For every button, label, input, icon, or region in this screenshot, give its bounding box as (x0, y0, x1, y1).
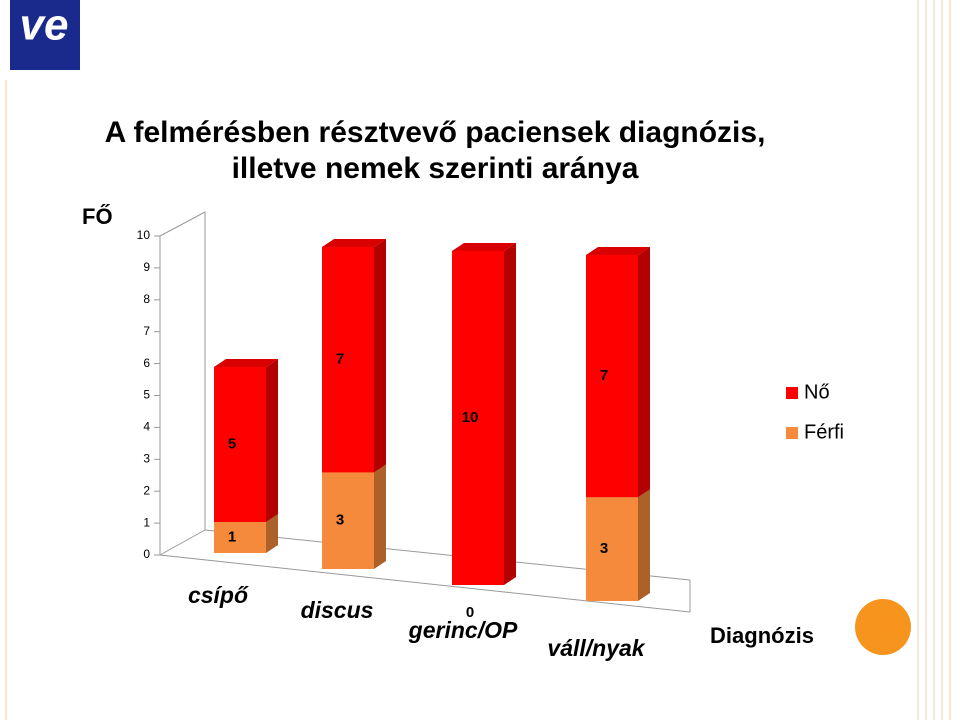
logo-text: ve (20, 1, 69, 50)
bar-segment (214, 367, 266, 522)
y-tick-label: 3 (143, 451, 150, 465)
x-tick-label: váll/nyak (547, 635, 645, 661)
value-label: 7 (600, 367, 608, 384)
deco-circle (855, 599, 911, 655)
bar-segment (322, 472, 374, 569)
bar-side (266, 359, 278, 522)
bar-top (452, 243, 516, 251)
bar-side (504, 243, 516, 585)
side-stripes (5, 0, 951, 720)
bar-segment (322, 247, 374, 473)
y-tick-label: 6 (143, 356, 150, 370)
y-tick-label: 2 (143, 483, 150, 497)
value-label: 3 (600, 540, 608, 557)
y-tick-label: 7 (143, 324, 150, 338)
x-tick-label: gerinc/OP (408, 617, 518, 643)
y-tick-label: 9 (143, 260, 150, 274)
y-tick-label: 8 (143, 292, 150, 306)
logo-box (10, 0, 80, 70)
legend-swatch (786, 387, 798, 399)
bar-side (638, 489, 650, 601)
bar-top (214, 359, 278, 367)
bar-side (374, 464, 386, 569)
bar-side (266, 514, 278, 553)
bar-side (374, 239, 386, 473)
bar-segment (586, 497, 638, 601)
value-label: 1 (228, 528, 236, 545)
bar-segment (586, 255, 638, 498)
legend-label: Nő (804, 381, 830, 403)
bar-top (322, 239, 386, 247)
bar-top (586, 247, 650, 255)
legend-label: Férfi (804, 421, 844, 443)
y-axis-title: FŐ (82, 204, 113, 229)
value-label: 10 (462, 409, 479, 426)
x-tick-label: discus (301, 597, 374, 623)
x-axis-title: Diagnózis (710, 623, 814, 648)
legend-swatch (786, 427, 798, 439)
value-label: 0 (466, 604, 474, 621)
value-label: 3 (336, 512, 344, 529)
value-label: 7 (336, 351, 344, 368)
chart-title: illetve nemek szerinti aránya (232, 152, 639, 185)
bar-segment (452, 251, 504, 585)
bar-segment (214, 522, 266, 553)
x-tick-label: csípő (188, 582, 249, 608)
y-tick-label: 1 (143, 515, 150, 529)
bar-side (638, 247, 650, 498)
value-label: 5 (228, 435, 236, 452)
y-tick-label: 5 (143, 388, 150, 402)
y-tick-label: 0 (143, 547, 150, 561)
y-tick-label: 10 (137, 228, 151, 242)
y-tick-label: 4 (143, 420, 150, 434)
chart-title: A felmérésben résztvevő paciensek diagnó… (105, 116, 766, 149)
